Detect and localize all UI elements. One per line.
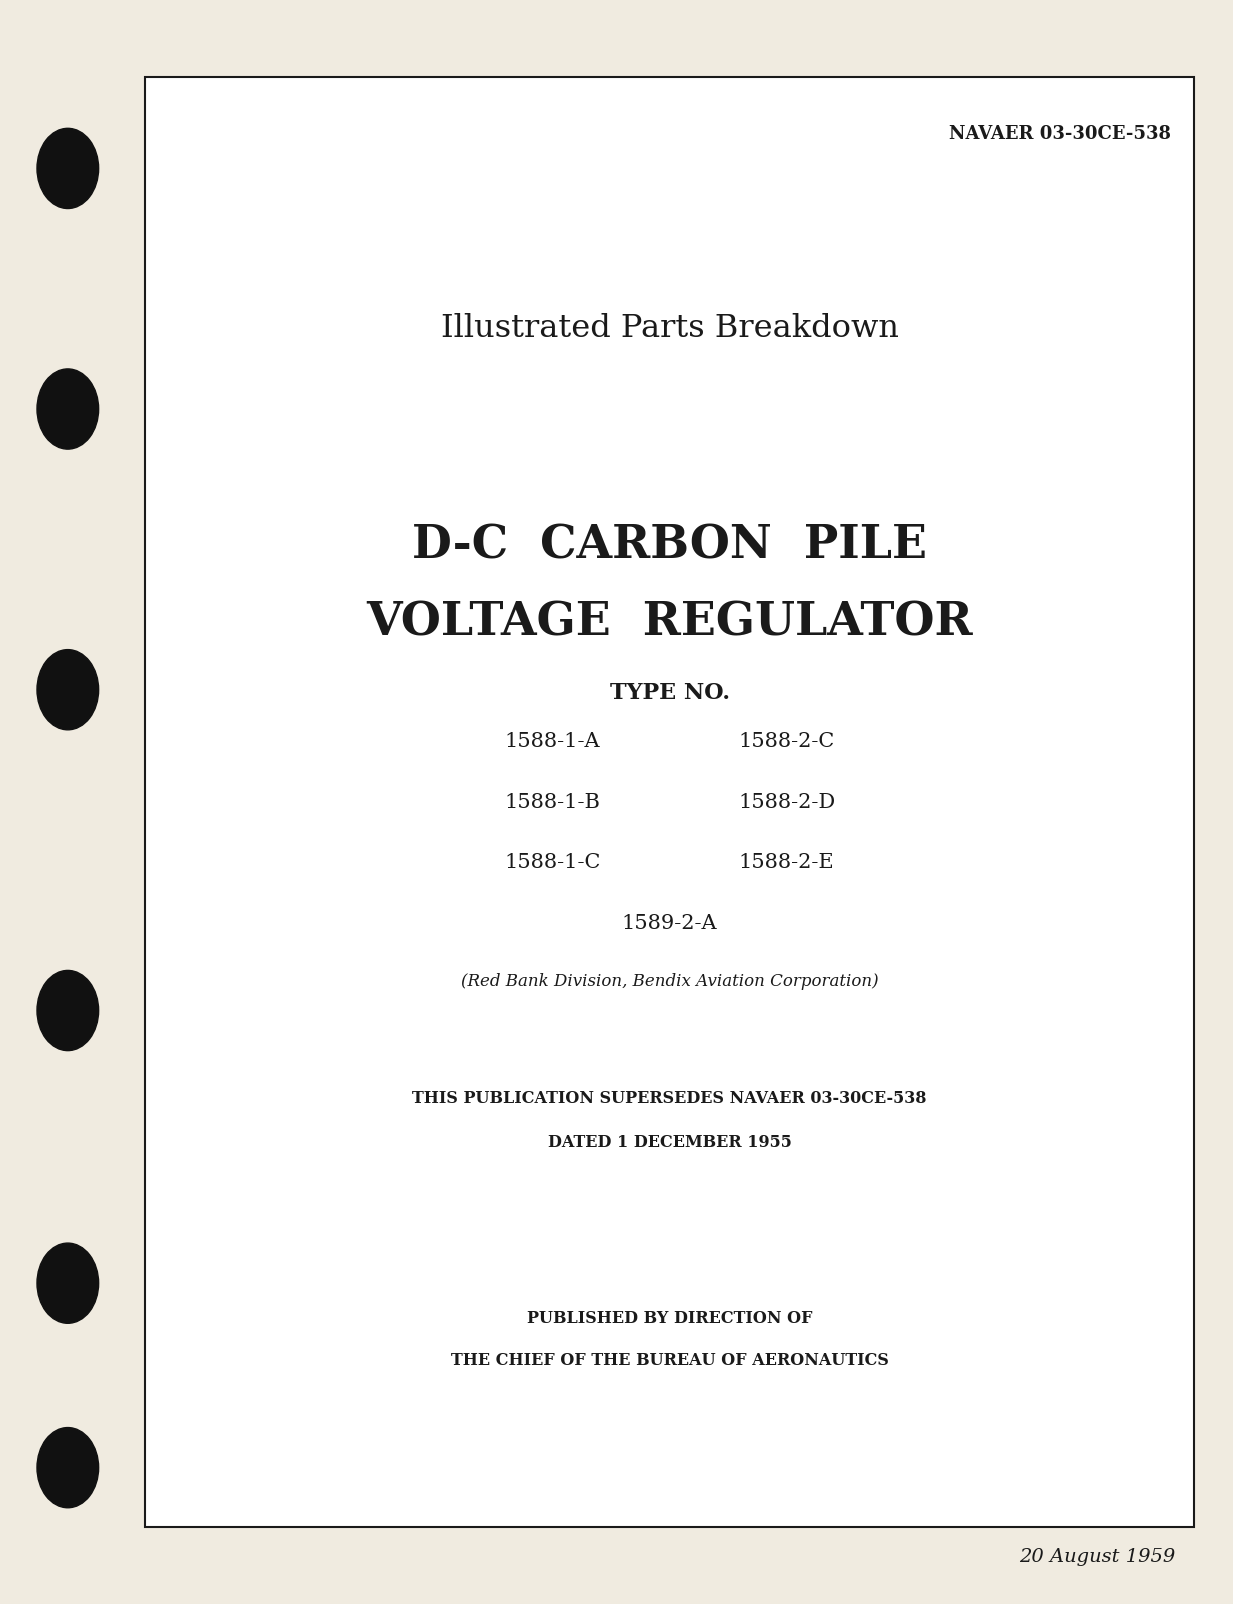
Circle shape [37,970,99,1051]
Text: TYPE NO.: TYPE NO. [609,682,730,704]
Text: 20 August 1959: 20 August 1959 [1018,1548,1175,1566]
Text: 1588-1-B: 1588-1-B [504,792,600,812]
Text: 1588-2-C: 1588-2-C [739,731,835,751]
Text: DATED 1 DECEMBER 1955: DATED 1 DECEMBER 1955 [547,1134,792,1150]
Text: THIS PUBLICATION SUPERSEDES NAVAER 03-30CE-538: THIS PUBLICATION SUPERSEDES NAVAER 03-30… [412,1091,927,1107]
Text: 1588-1-C: 1588-1-C [504,853,600,873]
Text: PUBLISHED BY DIRECTION OF: PUBLISHED BY DIRECTION OF [526,1310,813,1327]
Text: 1588-2-D: 1588-2-D [739,792,835,812]
Text: 1588-2-E: 1588-2-E [739,853,835,873]
Circle shape [37,128,99,209]
Circle shape [37,369,99,449]
Text: NAVAER 03-30CE-538: NAVAER 03-30CE-538 [949,125,1171,143]
Text: VOLTAGE  REGULATOR: VOLTAGE REGULATOR [366,600,973,645]
Circle shape [37,1428,99,1508]
Text: (Red Bank Division, Bendix Aviation Corporation): (Red Bank Division, Bendix Aviation Corp… [461,974,878,990]
Text: THE CHIEF OF THE BUREAU OF AERONAUTICS: THE CHIEF OF THE BUREAU OF AERONAUTICS [450,1352,889,1368]
Circle shape [37,650,99,730]
Text: 1589-2-A: 1589-2-A [621,914,718,934]
Text: D-C  CARBON  PILE: D-C CARBON PILE [412,523,927,568]
Text: Illustrated Parts Breakdown: Illustrated Parts Breakdown [440,313,899,345]
Bar [145,77,1194,1527]
Circle shape [37,1243,99,1323]
Text: 1588-1-A: 1588-1-A [504,731,600,751]
